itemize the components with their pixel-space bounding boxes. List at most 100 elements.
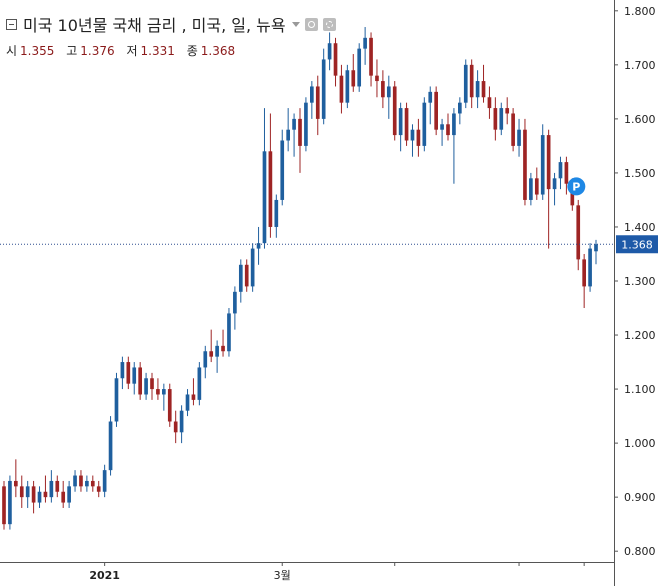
candle-body — [552, 178, 557, 190]
candle-body — [463, 64, 468, 103]
candle-body — [215, 345, 219, 357]
high-value: 1.376 — [80, 44, 115, 58]
candle-body — [173, 421, 178, 433]
chart-title: 미국 10년물 국채 금리 , 미국, 일, 뉴욕 — [23, 16, 286, 35]
candle-body — [14, 480, 18, 487]
candle-body — [422, 102, 427, 146]
candle-body — [357, 48, 362, 87]
candle-body — [114, 378, 119, 422]
candle-body — [167, 389, 172, 422]
candle-body — [55, 480, 60, 492]
collapse-icon[interactable] — [6, 18, 17, 30]
candle-body — [43, 491, 48, 498]
candle-body — [227, 313, 231, 352]
chevron-down-icon[interactable] — [291, 21, 300, 27]
candle-body — [363, 37, 367, 49]
low-label: 저 — [126, 44, 138, 58]
candle-body — [244, 264, 249, 287]
candle-body — [120, 362, 125, 379]
candle-body — [250, 248, 255, 287]
candle-body — [558, 162, 563, 179]
marker-label: P — [572, 180, 580, 193]
candle-body — [511, 113, 515, 146]
gear-icon[interactable] — [322, 17, 336, 31]
candle-body — [452, 113, 456, 136]
candle-body — [416, 129, 421, 146]
candle-body — [25, 486, 30, 498]
candle-body — [90, 480, 95, 487]
candle-body — [315, 86, 320, 119]
candle-body — [310, 86, 314, 103]
y-tick-label: 0.900 — [624, 491, 656, 504]
candle-body — [179, 410, 184, 433]
candle-body — [369, 37, 373, 76]
candle-body — [79, 475, 83, 487]
candle-body — [351, 70, 356, 87]
candle-body — [321, 59, 326, 119]
candle-body — [286, 129, 290, 141]
candle-body — [582, 259, 586, 287]
candle-body — [481, 81, 486, 98]
candle-body — [203, 351, 208, 368]
candle-body — [327, 43, 332, 60]
candle-body — [85, 480, 89, 487]
candle-body — [138, 367, 142, 395]
candle-body — [144, 378, 148, 395]
eye-icon[interactable] — [304, 17, 318, 31]
candle-body — [31, 486, 36, 503]
low-value: 1.331 — [140, 44, 175, 58]
candle-body — [410, 129, 415, 141]
candle-body — [529, 178, 533, 200]
candle-body — [37, 491, 42, 503]
candle-body — [150, 378, 154, 390]
candle-body — [333, 43, 338, 76]
candle-body — [570, 183, 575, 206]
candle-body — [345, 70, 350, 103]
y-tick-label: 1.000 — [624, 437, 656, 450]
y-tick-label: 1.100 — [624, 383, 656, 396]
candle-body — [540, 135, 545, 195]
chart-legend: 미국 10년물 국채 금리 , 미국, 일, 뉴욕 시 1.355 고 1.376 … — [6, 12, 336, 59]
candle-body — [546, 135, 551, 190]
candle-body — [268, 151, 273, 227]
y-tick-label: 1.700 — [624, 59, 656, 72]
y-tick-label: 1.200 — [624, 329, 656, 342]
candle-body — [458, 102, 462, 114]
y-tick-label: 1.800 — [624, 5, 656, 18]
y-tick-label: 0.800 — [624, 545, 656, 558]
high-label: 고 — [66, 44, 78, 58]
candle-body — [156, 389, 160, 395]
candle-body — [534, 178, 539, 195]
candle-body — [67, 486, 71, 503]
candle-body — [386, 86, 391, 98]
candle-body — [469, 64, 474, 98]
candle-body — [233, 291, 237, 314]
candle-body — [475, 81, 480, 98]
candle-body — [49, 480, 54, 498]
candle-body — [381, 81, 385, 98]
candle-body — [292, 118, 296, 130]
candle-body — [61, 491, 66, 503]
candle-body — [428, 91, 433, 103]
candle-body — [108, 421, 113, 471]
y-tick-label: 1.400 — [624, 221, 656, 234]
candle-body — [446, 124, 450, 136]
candle-body — [564, 162, 569, 184]
candle-body — [576, 205, 581, 260]
close-value: 1.368 — [200, 44, 236, 58]
candle-body — [256, 243, 261, 249]
candle-body — [191, 394, 196, 400]
y-tick-label: 1.300 — [624, 275, 656, 288]
last-price-label: 1.368 — [621, 238, 653, 251]
last-price-badge — [616, 235, 658, 254]
candle-body — [392, 86, 397, 136]
candle-body — [339, 75, 344, 103]
candle-body — [375, 75, 379, 82]
candle-body — [274, 199, 279, 227]
candle-body — [398, 108, 403, 136]
candle-body — [304, 102, 308, 146]
candle-body — [404, 108, 409, 141]
candle-body — [594, 244, 598, 252]
